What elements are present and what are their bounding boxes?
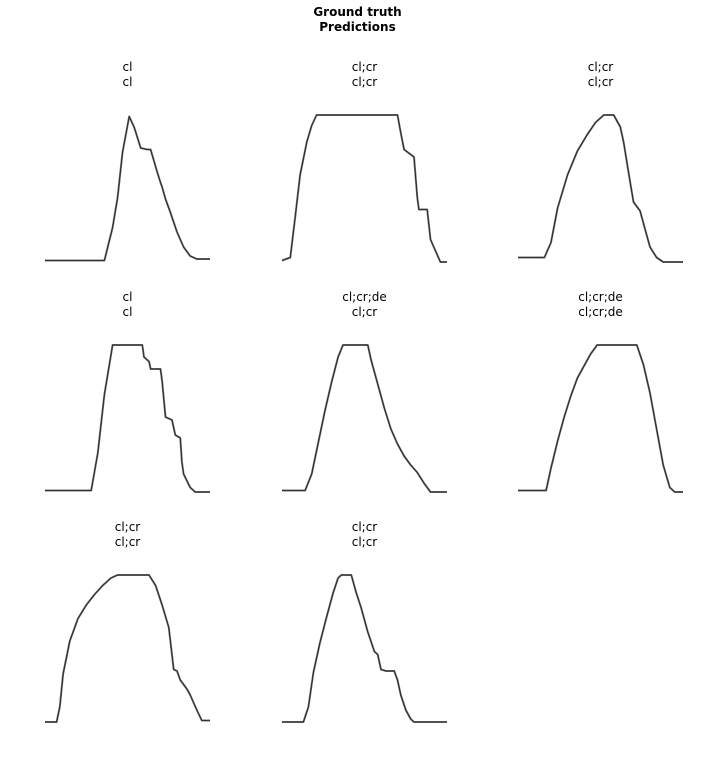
profile-line-core [45, 574, 210, 723]
prediction-label: cl;cr [114, 535, 141, 549]
prediction-label: cl;cr [351, 305, 378, 319]
figure-title-predictions: Predictions [319, 20, 396, 34]
profile-plot [518, 344, 683, 493]
profile-line [281, 114, 447, 263]
profile-line [282, 344, 447, 493]
subplot-title: cl cl [45, 60, 210, 90]
profile-line [282, 574, 447, 723]
figure-title-ground-truth: Ground truth [313, 5, 402, 19]
profile-plot [518, 114, 683, 263]
subplot-title: cl;cr;de cl;cr;de [518, 290, 683, 320]
ground-truth-label: cl;cr [114, 520, 141, 534]
profile-plot [45, 344, 210, 493]
profile-plot [45, 574, 210, 723]
profile-line [518, 114, 683, 263]
subplot-title: cl;cr cl;cr [45, 520, 210, 550]
profile-plot [282, 574, 447, 723]
subplot-6: cl;cr;de cl;cr;de [518, 290, 683, 506]
subplot-title: cl;cr cl;cr [282, 60, 447, 90]
ground-truth-label: cl [122, 290, 133, 304]
ground-truth-label: cl;cr [351, 60, 378, 74]
profile-line-core [281, 114, 447, 263]
subplot-8: cl;cr cl;cr [282, 520, 447, 736]
profile-plot [281, 114, 447, 263]
prediction-label: cl;cr [351, 535, 378, 549]
prediction-label: cl [122, 75, 133, 89]
profile-plot [282, 344, 447, 493]
subplot-3: cl;cr cl;cr [518, 60, 683, 276]
profile-line [518, 344, 683, 493]
subplot-title: cl cl [45, 290, 210, 320]
ground-truth-label: cl;cr;de [578, 290, 623, 304]
ground-truth-label: cl;cr;de [342, 290, 387, 304]
prediction-label: cl;cr;de [578, 305, 623, 319]
profile-plot [45, 115, 210, 262]
profile-line-core [518, 344, 683, 493]
profile-line-core [45, 116, 210, 261]
prediction-label: cl;cr [351, 75, 378, 89]
subplot-2: cl;cr cl;cr [281, 60, 447, 276]
profile-line [45, 115, 210, 262]
subplot-title: cl;cr cl;cr [282, 520, 447, 550]
subplot-4: cl cl [45, 290, 210, 506]
profile-line-core [45, 344, 210, 493]
ground-truth-label: cl;cr [351, 520, 378, 534]
ground-truth-label: cl;cr [587, 60, 614, 74]
subplot-7: cl;cr cl;cr [45, 520, 210, 736]
figure-title: Ground truth Predictions [0, 5, 715, 35]
profile-line-core [282, 574, 447, 723]
ground-truth-label: cl [122, 60, 133, 74]
profile-line [45, 574, 210, 723]
profile-line-core [282, 344, 447, 493]
profile-line-core [518, 114, 683, 263]
prediction-label: cl;cr [587, 75, 614, 89]
profile-line [45, 344, 210, 493]
subplot-5: cl;cr;de cl;cr [282, 290, 447, 506]
prediction-label: cl [122, 305, 133, 319]
subplot-1: cl cl [45, 60, 210, 276]
subplot-title: cl;cr cl;cr [518, 60, 683, 90]
subplot-title: cl;cr;de cl;cr [282, 290, 447, 320]
